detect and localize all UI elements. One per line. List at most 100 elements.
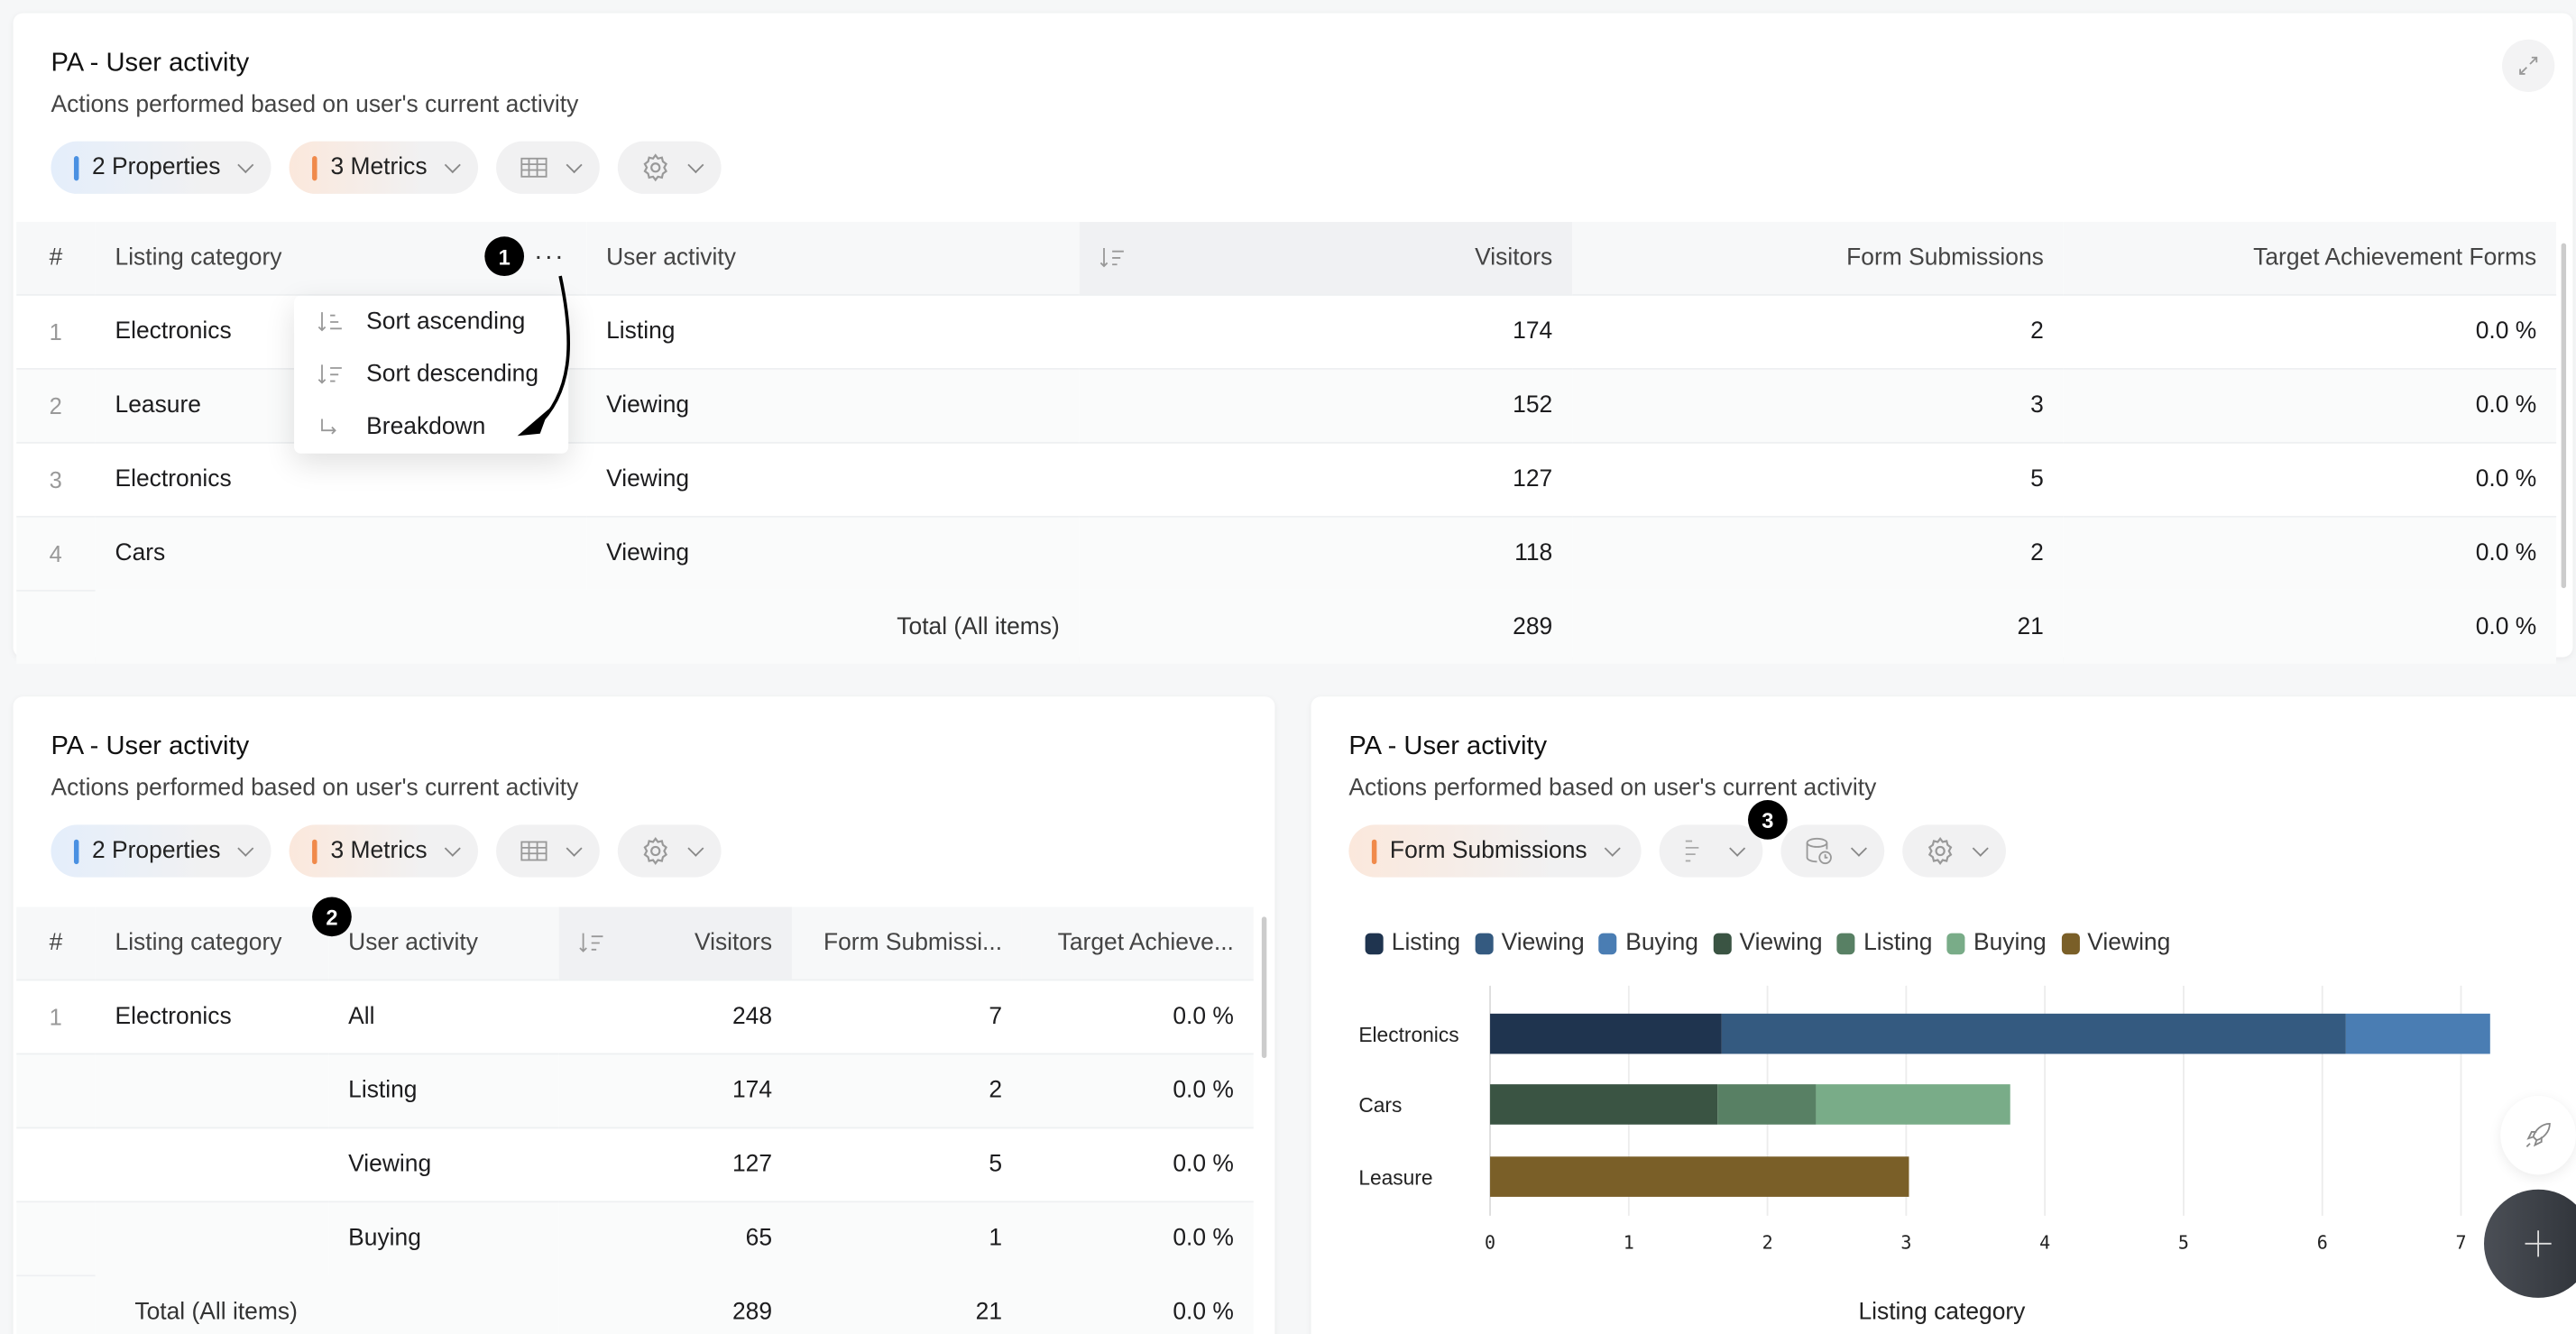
settings-chip[interactable] <box>617 141 722 194</box>
column-header[interactable]: # <box>16 221 96 295</box>
table-view-chip[interactable] <box>496 824 600 878</box>
legend-item[interactable]: Listing <box>1836 930 1932 956</box>
expand-icon <box>2519 56 2538 75</box>
legend-item[interactable]: Listing <box>1365 930 1460 956</box>
table-row[interactable]: 3 Electronics Viewing 127 5 0.0 % <box>16 441 2557 516</box>
add-button[interactable] <box>2484 1189 2576 1298</box>
bar-segment <box>1721 1013 2346 1054</box>
table-cell: Electronics <box>95 441 587 516</box>
table-view-chip[interactable] <box>496 141 600 194</box>
column-header[interactable]: Target Achievement Forms <box>2063 221 2557 295</box>
table-cell <box>95 1052 329 1127</box>
table-cell: 248 <box>558 978 792 1053</box>
column-header[interactable]: Form Submissions <box>1572 221 2064 295</box>
table-icon <box>520 157 547 178</box>
table-cell: 127 <box>558 1126 792 1201</box>
chart-type-chip[interactable] <box>1659 824 1763 878</box>
table-cell: 5 <box>1572 441 2064 516</box>
table-cell: Listing <box>328 1052 559 1127</box>
table-cell: Viewing <box>586 515 1080 590</box>
table-row[interactable]: 1 Electronics All 248 7 0.0 % <box>16 978 1254 1053</box>
legend-swatch <box>1946 932 1965 954</box>
table-cell: 174 <box>1079 293 1573 369</box>
table-cell: Electronics <box>95 978 329 1053</box>
table-cell: 2 <box>16 367 96 442</box>
menu-item-sort-descending[interactable]: Sort descending <box>294 348 568 400</box>
legend-item[interactable]: Buying <box>1946 930 2047 956</box>
x-tick-label: 1 <box>1624 1231 1634 1253</box>
properties-chip[interactable]: 2 Properties <box>51 141 271 194</box>
data-table: # Listing category User activity Visitors Fo… <box>16 906 1254 1334</box>
data-source-chip[interactable] <box>1780 824 1885 878</box>
metrics-chip[interactable]: 3 Metrics <box>289 824 479 878</box>
table-cell: 0.0 % <box>1021 1126 1254 1201</box>
table-row[interactable]: Viewing 127 5 0.0 % <box>16 1126 1254 1201</box>
settings-chip[interactable] <box>617 824 722 878</box>
y-tick-label: Leasure <box>1358 1165 1432 1189</box>
table-cell: Cars <box>95 515 587 590</box>
properties-chip[interactable]: 2 Properties <box>51 824 271 878</box>
sort-descending-icon <box>317 364 342 384</box>
database-clock-icon <box>1806 837 1833 865</box>
column-header[interactable]: User activity <box>586 221 1080 295</box>
table-cell: 2 <box>791 1052 1022 1127</box>
table-cell: Listing <box>586 293 1080 369</box>
gear-icon <box>643 837 668 865</box>
column-header-visitors[interactable]: Visitors <box>558 906 792 980</box>
chevron-down-icon <box>1851 839 1868 856</box>
scrollbar[interactable] <box>1261 916 1267 1059</box>
menu-item-breakdown[interactable]: Breakdown <box>294 400 568 453</box>
plus-icon <box>2525 1230 2552 1257</box>
settings-chip[interactable] <box>1902 824 2007 878</box>
table-cell: 1 <box>16 293 96 369</box>
metrics-chip[interactable]: 3 Metrics <box>289 141 479 194</box>
step-badge: 3 <box>1748 800 1788 840</box>
total-form-submissions: 21 <box>791 1274 1022 1334</box>
expand-button[interactable] <box>2502 39 2555 93</box>
rocket-icon <box>2525 1122 2551 1148</box>
total-form-submissions: 21 <box>1572 589 2064 664</box>
table-row[interactable]: Listing 174 2 0.0 % <box>16 1052 1254 1127</box>
widget-left: PA - User activity Actions performed bas… <box>13 696 1275 1334</box>
table-cell: 1 <box>16 978 96 1053</box>
table-cell: 65 <box>558 1200 792 1275</box>
table-cell: 0.0 % <box>1021 978 1254 1053</box>
legend-swatch <box>1713 932 1732 954</box>
column-header[interactable]: Listing category <box>95 906 329 980</box>
rocket-button[interactable] <box>2500 1095 2576 1175</box>
table-cell: Buying <box>328 1200 559 1275</box>
chevron-down-icon <box>1604 839 1621 856</box>
bar-segment <box>1490 1013 1722 1054</box>
column-header-visitors[interactable]: Visitors <box>1079 221 1573 295</box>
x-axis-label: Listing category <box>1858 1298 2026 1325</box>
table-row[interactable]: Buying 65 1 0.0 % <box>16 1200 1254 1275</box>
sort-ascending-icon <box>317 312 342 332</box>
metric-chip[interactable]: Form Submissions <box>1348 824 1642 878</box>
legend-item[interactable]: Viewing <box>2061 930 2170 956</box>
table-cell: 118 <box>1079 515 1573 590</box>
table-cell: 0.0 % <box>2063 515 2557 590</box>
table-row[interactable]: 4 Cars Viewing 118 2 0.0 % <box>16 515 2557 590</box>
total-visitors: 289 <box>1079 589 1573 664</box>
sort-descending-icon <box>579 933 603 952</box>
scrollbar[interactable] <box>2561 243 2567 589</box>
column-header[interactable]: # <box>16 906 96 980</box>
legend-item[interactable]: Viewing <box>1713 930 1823 956</box>
step-badge: 1 <box>484 236 525 277</box>
chevron-down-icon <box>237 156 254 173</box>
table-cell <box>16 1200 96 1275</box>
legend-item[interactable]: Viewing <box>1475 930 1585 956</box>
x-tick-label: 5 <box>2178 1231 2189 1253</box>
legend-item[interactable]: Buying <box>1599 930 1698 956</box>
column-header[interactable]: Form Submissi... <box>791 906 1022 980</box>
table-cell: 2 <box>1572 293 2064 369</box>
menu-item-sort-ascending[interactable]: Sort ascending <box>294 296 568 348</box>
table-cell: 0.0 % <box>2063 293 2557 369</box>
column-header[interactable]: Target Achieve... <box>1021 906 1254 980</box>
table-row[interactable]: 1 Electronics Listing 174 2 0.0 % <box>16 293 2557 369</box>
table-cell: Viewing <box>586 441 1080 516</box>
chevron-down-icon <box>566 156 583 173</box>
column-header[interactable]: User activity <box>328 906 559 980</box>
bar-segment <box>1717 1084 1817 1125</box>
column-menu-button[interactable]: ··· <box>533 243 566 271</box>
